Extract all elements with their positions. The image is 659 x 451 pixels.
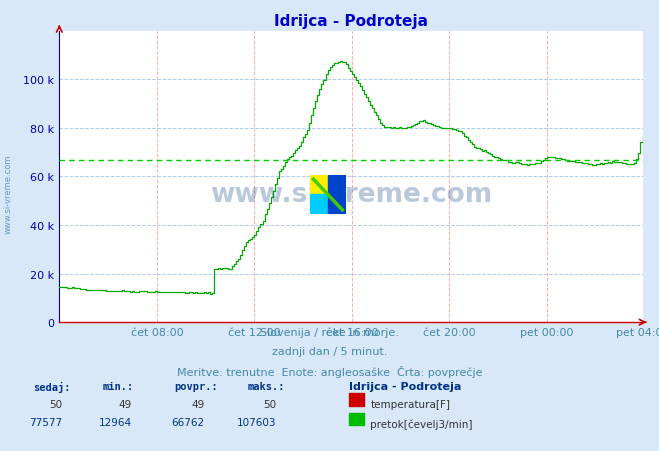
Text: 49: 49 xyxy=(191,399,204,409)
Bar xyxy=(310,195,328,214)
Text: sedaj:: sedaj: xyxy=(33,381,71,392)
Text: pretok[čevelj3/min]: pretok[čevelj3/min] xyxy=(370,419,473,429)
Text: 50: 50 xyxy=(264,399,277,409)
Bar xyxy=(310,176,328,195)
Text: 12964: 12964 xyxy=(99,417,132,427)
Bar xyxy=(328,176,346,214)
Text: www.si-vreme.com: www.si-vreme.com xyxy=(210,181,492,207)
Text: 50: 50 xyxy=(49,399,63,409)
Text: povpr.:: povpr.: xyxy=(175,381,218,391)
Text: 77577: 77577 xyxy=(30,417,63,427)
Text: Meritve: trenutne  Enote: angleosaške  Črta: povprečje: Meritve: trenutne Enote: angleosaške Črt… xyxy=(177,365,482,377)
Text: 66762: 66762 xyxy=(171,417,204,427)
Text: maks.:: maks.: xyxy=(247,381,285,391)
Text: Idrijca - Podroteja: Idrijca - Podroteja xyxy=(349,381,462,391)
Text: Slovenija / reke in morje.: Slovenija / reke in morje. xyxy=(260,327,399,337)
Text: zadnji dan / 5 minut.: zadnji dan / 5 minut. xyxy=(272,346,387,356)
Text: 107603: 107603 xyxy=(237,417,277,427)
Title: Idrijca - Podroteja: Idrijca - Podroteja xyxy=(274,14,428,29)
Text: 49: 49 xyxy=(119,399,132,409)
Text: www.si-vreme.com: www.si-vreme.com xyxy=(3,154,13,234)
Text: min.:: min.: xyxy=(102,381,133,391)
Text: temperatura[F]: temperatura[F] xyxy=(370,399,450,409)
